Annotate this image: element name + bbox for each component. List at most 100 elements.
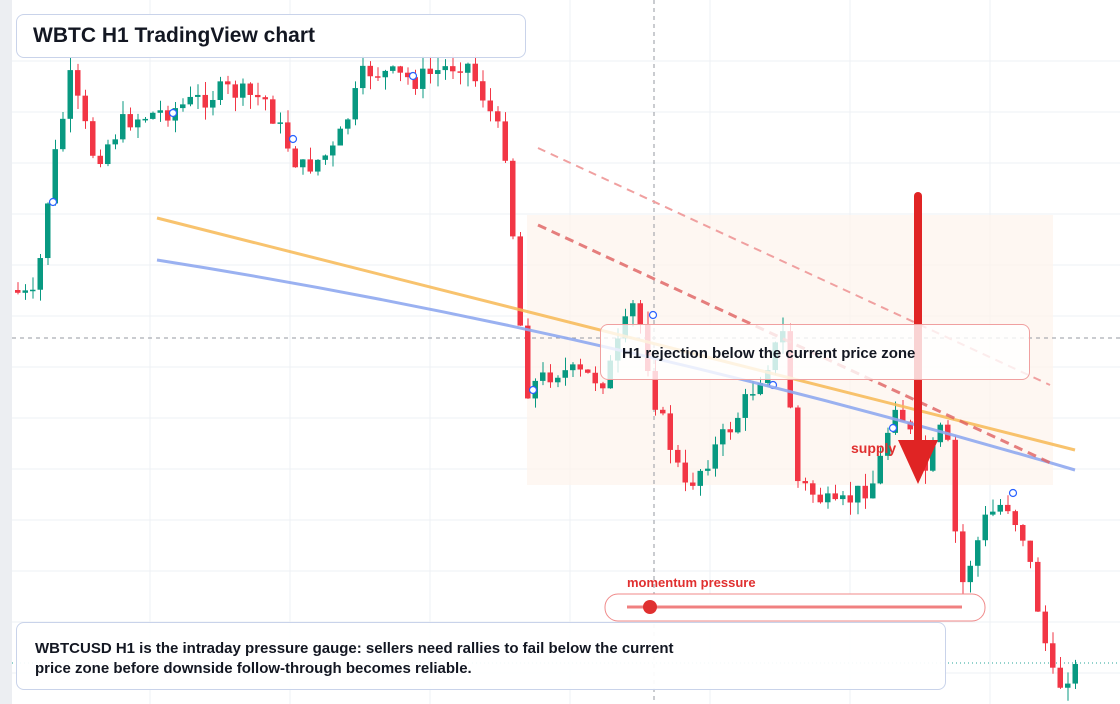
candle xyxy=(367,65,373,77)
candle xyxy=(930,442,936,471)
candle xyxy=(157,110,163,113)
candle xyxy=(727,429,733,433)
candle xyxy=(1020,525,1026,541)
marker xyxy=(648,310,658,320)
candle xyxy=(90,121,96,156)
candle xyxy=(165,110,171,121)
candle xyxy=(525,325,531,399)
candle xyxy=(1012,511,1018,526)
candle xyxy=(540,372,546,381)
candle xyxy=(465,63,471,73)
candle xyxy=(225,81,231,85)
candle xyxy=(892,409,898,433)
candle xyxy=(937,424,943,443)
candle xyxy=(885,432,891,456)
candle xyxy=(457,71,463,73)
zone-label: supply xyxy=(851,440,896,456)
candle xyxy=(960,531,966,583)
candle xyxy=(757,383,763,395)
candle xyxy=(307,159,313,172)
candle xyxy=(600,383,606,389)
candle xyxy=(37,258,43,290)
candle xyxy=(1027,540,1033,562)
candle xyxy=(420,68,426,89)
candle xyxy=(1065,683,1071,688)
candle xyxy=(52,149,58,204)
candle xyxy=(742,394,748,418)
candle xyxy=(315,159,321,172)
candle xyxy=(637,303,643,325)
note: WBTCUSD H1 is the intraday pressure gaug… xyxy=(16,622,946,690)
candle xyxy=(855,485,861,503)
candle xyxy=(630,303,636,317)
candle xyxy=(990,511,996,515)
candle xyxy=(870,483,876,499)
candle xyxy=(502,121,508,161)
candle xyxy=(982,514,988,541)
candle xyxy=(840,495,846,500)
candle xyxy=(517,236,523,326)
candle xyxy=(180,104,186,109)
marker xyxy=(168,108,178,118)
candle xyxy=(750,394,756,396)
candle xyxy=(300,159,306,168)
candle xyxy=(877,455,883,484)
gauge-label: momentum pressure xyxy=(627,575,756,590)
title: WBTC H1 TradingView chart xyxy=(16,14,526,58)
candle xyxy=(1050,643,1056,668)
candle xyxy=(585,369,591,373)
candle xyxy=(135,119,141,128)
candle xyxy=(1072,664,1078,684)
candle xyxy=(390,66,396,71)
candle xyxy=(802,481,808,484)
candle xyxy=(825,493,831,503)
candle xyxy=(817,494,823,503)
candle xyxy=(277,122,283,124)
candle xyxy=(360,65,366,89)
candle xyxy=(592,372,598,384)
candle xyxy=(442,66,448,71)
candle xyxy=(97,155,103,165)
candle xyxy=(1057,667,1063,688)
candle xyxy=(847,495,853,503)
callout: H1 rejection below the current price zon… xyxy=(600,324,1030,380)
trendline-upper xyxy=(537,147,1051,386)
candle xyxy=(832,493,838,500)
candle xyxy=(997,504,1003,512)
candle xyxy=(900,409,906,422)
candle xyxy=(405,72,411,78)
candle xyxy=(352,88,358,120)
candle xyxy=(255,94,261,98)
candle xyxy=(555,377,561,383)
candle xyxy=(292,148,298,168)
candle xyxy=(547,372,553,383)
candle xyxy=(480,81,486,101)
candle xyxy=(75,70,81,96)
candle xyxy=(127,114,133,128)
candle xyxy=(240,83,246,98)
candle xyxy=(142,118,148,121)
candle xyxy=(510,160,516,237)
candle xyxy=(975,540,981,566)
candle xyxy=(720,429,726,445)
candle xyxy=(285,122,291,149)
marker xyxy=(888,423,898,433)
arrow-head xyxy=(898,440,938,484)
marker xyxy=(288,134,298,144)
candle xyxy=(322,155,328,160)
candle xyxy=(202,94,208,108)
candle xyxy=(195,94,201,97)
candle xyxy=(450,66,456,72)
candle xyxy=(1035,561,1041,612)
candle xyxy=(705,468,711,471)
left-edge xyxy=(0,0,12,704)
candle xyxy=(712,444,718,469)
candle xyxy=(562,370,568,378)
candle xyxy=(577,364,583,370)
gauge-knob xyxy=(643,600,657,614)
candle xyxy=(22,290,28,293)
candle xyxy=(382,70,388,78)
candle xyxy=(675,449,681,463)
candle xyxy=(967,565,973,583)
